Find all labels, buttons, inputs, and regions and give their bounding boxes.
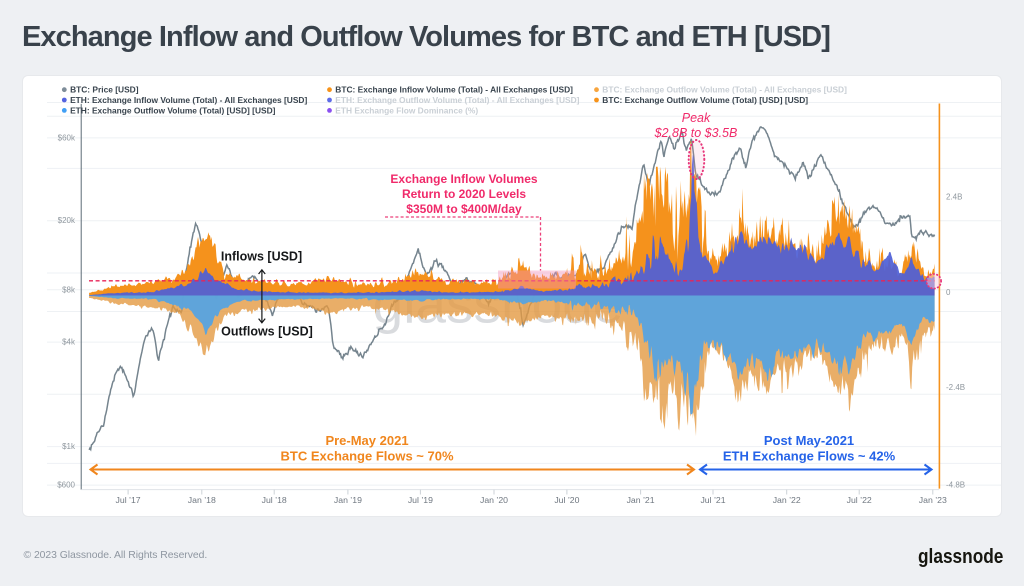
svg-text:2.4B: 2.4B: [946, 193, 962, 202]
svg-text:Pre-May 2021: Pre-May 2021: [325, 433, 408, 448]
svg-text:Jan ’22: Jan ’22: [773, 495, 801, 505]
svg-text:Return to 2020 Levels: Return to 2020 Levels: [402, 187, 526, 201]
svg-text:ETH Exchange Flows ~ 42%: ETH Exchange Flows ~ 42%: [723, 449, 896, 464]
svg-text:-4.8B: -4.8B: [946, 481, 965, 490]
svg-text:$20k: $20k: [58, 216, 76, 225]
svg-text:$4k: $4k: [62, 338, 76, 347]
svg-text:Jan ’19: Jan ’19: [334, 495, 362, 505]
svg-text:Exchange Inflow Volumes: Exchange Inflow Volumes: [390, 172, 537, 186]
svg-text:ETH: Exchange Inflow Volume (T: ETH: Exchange Inflow Volume (Total) - Al…: [70, 95, 307, 105]
svg-text:Jul ’20: Jul ’20: [554, 495, 579, 505]
svg-text:Jul ’19: Jul ’19: [408, 495, 433, 505]
svg-text:glassnode: glassnode: [918, 545, 1003, 568]
svg-text:$600: $600: [57, 481, 75, 490]
svg-text:-2.4B: -2.4B: [946, 383, 965, 392]
svg-text:ETH: Exchange Outflow Volume (: ETH: Exchange Outflow Volume (Total) [US…: [70, 105, 276, 115]
svg-text:Jul ’22: Jul ’22: [847, 495, 872, 505]
svg-text:Jan ’21: Jan ’21: [627, 495, 655, 505]
svg-text:Jan ’18: Jan ’18: [188, 495, 216, 505]
svg-text:BTC: Exchange Inflow Volume (T: BTC: Exchange Inflow Volume (Total) - Al…: [335, 85, 573, 95]
svg-text:Jul ’17: Jul ’17: [116, 495, 141, 505]
svg-text:$2.8B to $3.5B: $2.8B to $3.5B: [654, 126, 738, 140]
svg-text:Inflows [USD]: Inflows [USD]: [221, 250, 302, 264]
svg-text:Jan ’20: Jan ’20: [480, 495, 508, 505]
svg-text:Jul ’21: Jul ’21: [700, 495, 725, 505]
svg-text:BTC: Exchange Outflow Volume (: BTC: Exchange Outflow Volume (Total) [US…: [602, 95, 808, 105]
svg-text:Post May-2021: Post May-2021: [764, 433, 854, 448]
svg-text:$60k: $60k: [58, 133, 76, 142]
svg-text:BTC Exchange Flows ~ 70%: BTC Exchange Flows ~ 70%: [280, 449, 453, 464]
svg-text:BTC: Exchange Outflow Volume (: BTC: Exchange Outflow Volume (Total) - A…: [602, 85, 847, 95]
svg-text:$1k: $1k: [62, 442, 76, 451]
svg-text:Peak: Peak: [682, 111, 711, 125]
svg-text:0: 0: [946, 288, 951, 297]
svg-text:$350M to $400M/day: $350M to $400M/day: [406, 202, 522, 216]
svg-text:Jul ’18: Jul ’18: [262, 495, 287, 505]
svg-text:ETH: Exchange Outflow Volume (: ETH: Exchange Outflow Volume (Total) - A…: [335, 95, 579, 105]
svg-text:ETH Exchange Flow Dominance (%: ETH Exchange Flow Dominance (%): [335, 105, 478, 115]
svg-text:Jan ’23: Jan ’23: [919, 495, 947, 505]
svg-text:Outflows [USD]: Outflows [USD]: [221, 325, 313, 339]
svg-text:$8k: $8k: [62, 285, 76, 294]
svg-text:BTC: Price [USD]: BTC: Price [USD]: [70, 85, 139, 95]
